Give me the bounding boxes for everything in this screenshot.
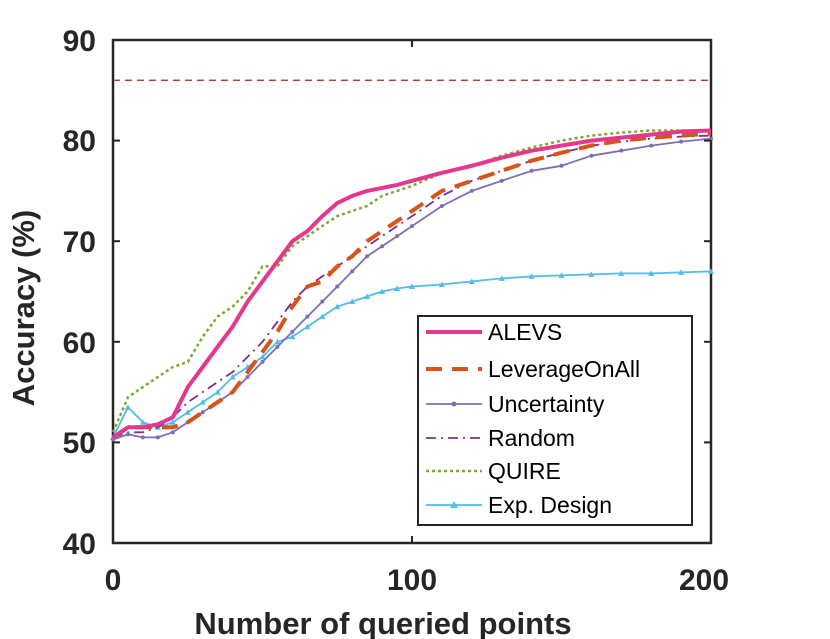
data-point — [528, 273, 535, 279]
legend-box — [417, 315, 693, 526]
series-line-alevs — [111, 128, 712, 440]
data-point — [170, 430, 175, 435]
data-point — [184, 409, 191, 415]
data-point — [320, 299, 325, 304]
series-leverageonall — [111, 131, 712, 440]
data-point — [394, 285, 401, 291]
data-point — [125, 432, 130, 437]
data-point — [379, 288, 386, 294]
series-line-leverageonall — [111, 131, 712, 440]
legend-label-alevs: ALEVS — [488, 319, 562, 345]
data-point — [649, 143, 654, 148]
legend-label-quire: QUIRE — [488, 458, 561, 484]
legend-marker-uncertainty — [451, 401, 457, 407]
data-point — [289, 333, 296, 340]
data-point — [260, 359, 265, 364]
x-tick-label: 0 — [105, 564, 122, 597]
data-point — [395, 234, 400, 239]
data-point — [409, 283, 415, 289]
legend: ALEVS LeverageOnAll Uncertainty Random Q… — [417, 315, 693, 526]
data-point — [364, 293, 371, 300]
series-alevs — [111, 128, 712, 440]
data-point — [708, 268, 714, 274]
data-point — [468, 278, 475, 284]
series-quire — [111, 129, 711, 433]
data-point — [365, 254, 370, 259]
data-point — [410, 224, 414, 229]
data-point — [229, 374, 236, 380]
data-point — [618, 270, 625, 276]
data-point — [469, 188, 474, 193]
data-point — [304, 323, 311, 330]
data-point — [274, 338, 281, 345]
data-point — [648, 270, 655, 276]
legend-marker-exp-design — [450, 501, 458, 508]
data-point — [559, 163, 564, 168]
data-point — [290, 329, 295, 334]
legend-label-random: Random — [488, 425, 575, 451]
data-point — [529, 168, 534, 173]
data-point — [334, 303, 341, 310]
data-point — [380, 244, 385, 249]
data-point — [124, 404, 131, 410]
data-point — [275, 344, 280, 349]
y-axis-label: Accuracy (%) — [6, 210, 41, 406]
legend-label-exp-design: Exp. Design — [488, 492, 612, 518]
data-point — [305, 314, 310, 319]
data-point — [335, 284, 340, 289]
data-point — [589, 153, 594, 158]
legend-label-leverageonall: LeverageOnAll — [488, 356, 640, 382]
y-tick-label: 40 — [63, 528, 96, 561]
data-point — [558, 272, 565, 278]
series-exp-design — [110, 268, 714, 440]
data-point — [259, 353, 266, 360]
y-tick-label: 80 — [63, 125, 96, 158]
data-point — [200, 410, 205, 415]
y-tick-label: 60 — [63, 327, 96, 360]
data-point — [499, 178, 504, 183]
data-point — [319, 313, 326, 320]
data-point — [350, 269, 355, 274]
x-tick-label: 100 — [387, 564, 437, 597]
y-tick-label: 50 — [63, 427, 96, 460]
x-tick-label: 200 — [679, 564, 729, 597]
data-point — [709, 136, 713, 141]
data-point — [679, 139, 684, 144]
data-point — [139, 419, 146, 425]
data-point — [619, 148, 624, 153]
data-point — [588, 271, 595, 277]
data-point — [438, 281, 445, 287]
y-tick-label: 70 — [63, 226, 96, 259]
data-point — [439, 203, 444, 208]
data-point — [245, 375, 250, 380]
data-point — [678, 269, 685, 275]
data-point — [349, 298, 356, 305]
series-line-quire — [111, 129, 711, 433]
data-point — [199, 399, 206, 405]
y-tick-label: 90 — [63, 25, 96, 58]
data-point — [214, 389, 221, 395]
data-point — [498, 275, 505, 281]
data-point — [155, 435, 160, 440]
x-axis-label: Number of queried points — [194, 606, 571, 639]
data-point — [169, 419, 176, 425]
data-point — [140, 435, 145, 440]
legend-label-uncertainty: Uncertainty — [488, 391, 605, 417]
